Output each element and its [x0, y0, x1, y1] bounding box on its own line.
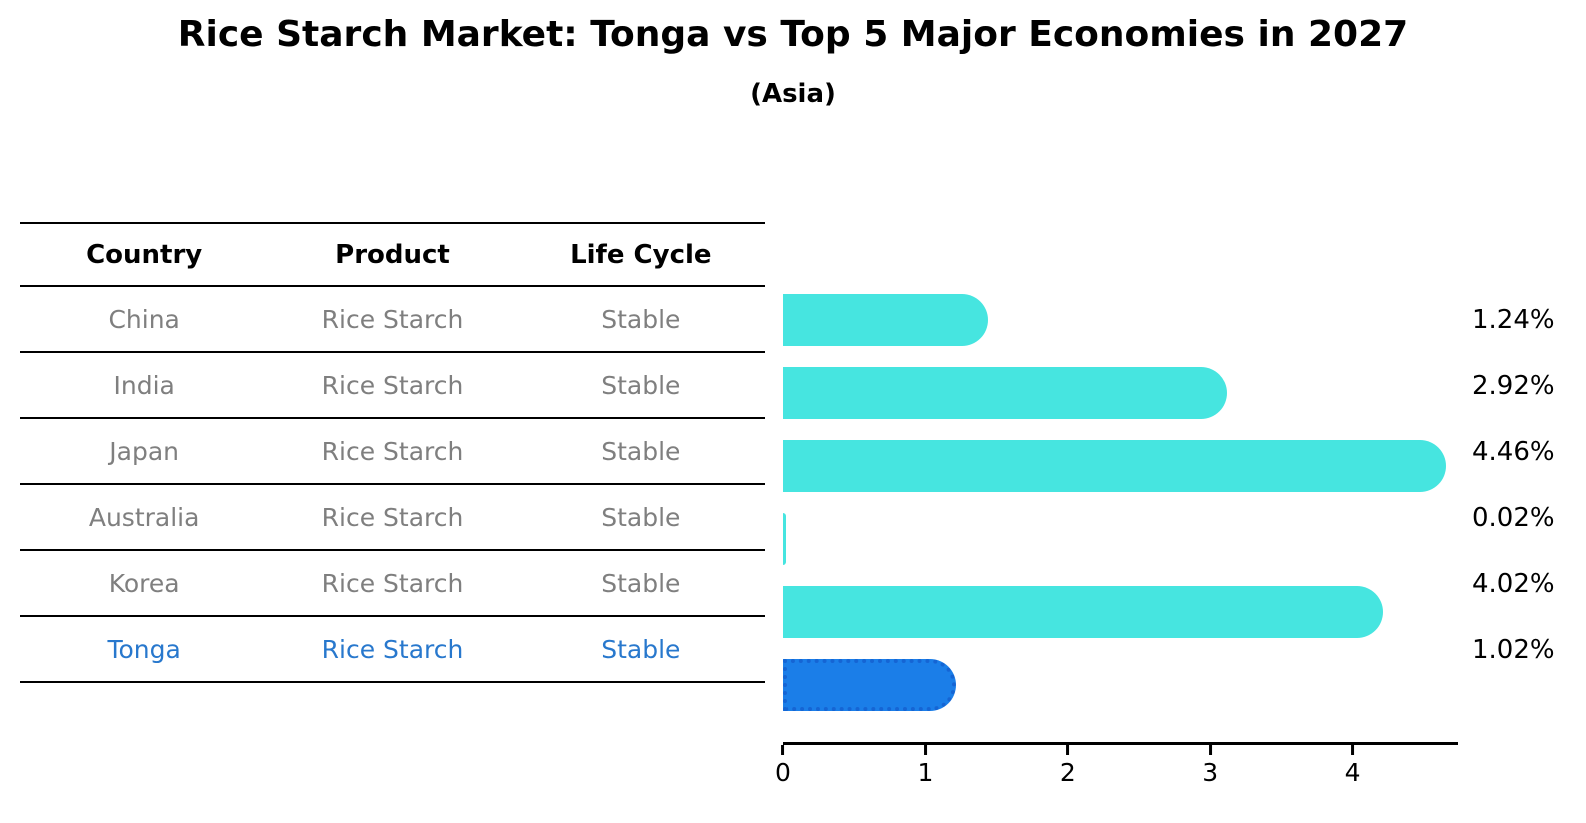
product-cell: Rice Starch: [321, 370, 464, 400]
x-axis-tick: 2: [1060, 745, 1076, 787]
table-row-korea: Korea Rice Starch Stable: [20, 551, 765, 617]
bar-row: [783, 659, 1458, 725]
life-cycle-cell: Stable: [601, 568, 681, 598]
tick-label: 4: [1344, 758, 1361, 787]
x-axis-tick: 4: [1345, 745, 1361, 787]
life-cycle-cell: Stable: [601, 502, 681, 532]
bar-row: [783, 367, 1458, 433]
country-cell: China: [108, 304, 180, 334]
chart-content: Country Product Life Cycle China Rice St…: [20, 222, 1586, 792]
bar-australia: [783, 513, 786, 565]
country-cell: Tonga: [107, 634, 181, 664]
tick-label: 3: [1202, 758, 1219, 787]
x-axis-tick: 3: [1202, 745, 1218, 787]
product-cell: Rice Starch: [321, 304, 464, 334]
tick-mark: [1208, 745, 1212, 755]
x-axis: 0 1 2 3 4: [775, 742, 1458, 792]
bar-india: [783, 367, 1227, 419]
bar-row: [783, 440, 1458, 506]
product-cell: Rice Starch: [321, 634, 464, 664]
tick-label: 1: [917, 758, 934, 787]
life-cycle-cell: Stable: [601, 370, 681, 400]
bar-tonga: [783, 659, 957, 711]
x-axis-tick: 1: [917, 745, 933, 787]
country-cell: Japan: [109, 436, 180, 466]
value-label-india: 2.92%: [1472, 371, 1555, 401]
x-axis-tick: 0: [775, 745, 791, 787]
value-label-australia: 0.02%: [1472, 503, 1555, 533]
tick-mark: [781, 745, 785, 755]
column-header-life-cycle: Life Cycle: [570, 239, 712, 270]
tick-label: 0: [775, 758, 791, 787]
tick-mark: [923, 745, 927, 755]
table-row-australia: Australia Rice Starch Stable: [20, 485, 765, 551]
table-row-india: India Rice Starch Stable: [20, 353, 765, 419]
country-cell: Australia: [88, 502, 200, 532]
product-cell: Rice Starch: [321, 436, 464, 466]
bar-japan: [783, 440, 1447, 492]
product-cell: Rice Starch: [321, 502, 464, 532]
bar-row: [783, 294, 1458, 360]
country-cell: India: [113, 370, 175, 400]
tick-mark: [1066, 745, 1070, 755]
table-row-japan: Japan Rice Starch Stable: [20, 419, 765, 485]
life-cycle-cell: Stable: [601, 304, 681, 334]
table-row-china: China Rice Starch Stable: [20, 287, 765, 353]
tick-mark: [1351, 745, 1355, 755]
chart-subtitle: (Asia): [750, 79, 836, 109]
product-cell: Rice Starch: [321, 568, 464, 598]
value-label-china: 1.24%: [1472, 305, 1555, 335]
column-header-product: Product: [335, 239, 450, 270]
country-cell: Korea: [108, 568, 180, 598]
value-label-tonga: 1.02%: [1472, 635, 1555, 665]
bar-row: [783, 586, 1458, 652]
bar-plot-area: [783, 294, 1458, 725]
country-table: Country Product Life Cycle China Rice St…: [20, 222, 765, 683]
life-cycle-cell: Stable: [601, 436, 681, 466]
value-label-japan: 4.46%: [1472, 437, 1555, 467]
bar-chart: 0 1 2 3 4: [775, 222, 1458, 792]
bar-korea: [783, 586, 1384, 638]
tick-label: 2: [1059, 758, 1076, 787]
bar-china: [783, 294, 988, 346]
table-row-tonga: Tonga Rice Starch Stable: [20, 617, 765, 683]
value-label-korea: 4.02%: [1472, 569, 1555, 599]
column-header-country: Country: [86, 239, 203, 270]
life-cycle-cell: Stable: [601, 634, 681, 664]
value-labels: 1.24% 2.92% 4.46% 0.02% 4.02% 1.02%: [1472, 222, 1586, 683]
chart-title: Rice Starch Market: Tonga vs Top 5 Major…: [177, 14, 1409, 55]
table-header-row: Country Product Life Cycle: [20, 222, 765, 287]
bar-row: [783, 513, 1458, 579]
x-axis-line: [783, 742, 1458, 745]
